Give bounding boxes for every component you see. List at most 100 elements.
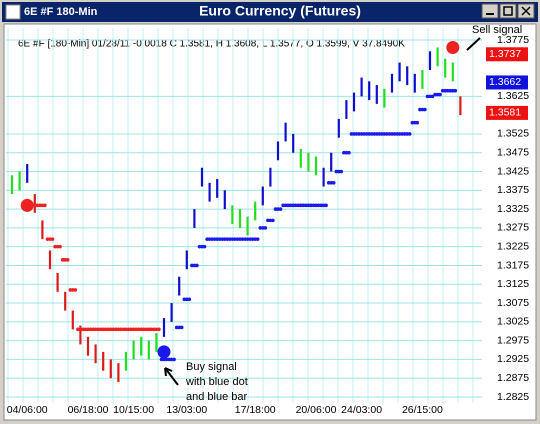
stop-dot xyxy=(352,132,356,136)
stop-dot xyxy=(342,150,346,155)
stop-dot xyxy=(276,207,280,211)
stop-dot xyxy=(220,237,225,241)
stop-dot xyxy=(420,107,425,112)
stop-dot xyxy=(35,203,40,208)
window-icon xyxy=(5,4,21,20)
stop-dot xyxy=(225,237,230,241)
stop-dot xyxy=(235,237,240,241)
stop-dot xyxy=(215,237,219,241)
stop-dot xyxy=(116,327,121,332)
y-tick-label: 1.3325 xyxy=(497,203,529,215)
stop-dot xyxy=(293,203,298,208)
x-tick-label: 10/15:00 xyxy=(113,404,154,416)
stop-dot xyxy=(152,327,156,332)
y-tick-label: 1.3125 xyxy=(497,278,529,290)
stop-dot xyxy=(60,258,65,262)
price-tag-label: 1.3581 xyxy=(489,107,521,119)
signal-dot xyxy=(446,41,460,55)
stop-dot xyxy=(281,203,285,208)
signal-dot xyxy=(20,198,34,212)
stop-dot xyxy=(423,107,427,112)
stop-dot xyxy=(392,132,397,136)
stop-dot xyxy=(311,203,316,208)
price-tag xyxy=(486,105,528,120)
stop-dot xyxy=(86,327,90,332)
stop-dot xyxy=(88,327,93,332)
maximize-button[interactable] xyxy=(499,3,517,19)
price-tag-label: 1.3737 xyxy=(489,48,521,60)
stop-dot xyxy=(435,92,440,97)
stop-dot xyxy=(451,88,455,93)
x-tick-label: 06/18:00 xyxy=(68,404,109,416)
stop-dot xyxy=(362,132,366,136)
stop-dot xyxy=(385,132,389,136)
x-tick-label: 24/03:00 xyxy=(341,404,382,416)
x-tick-label: 20/06:00 xyxy=(296,404,337,416)
stop-dot xyxy=(126,327,131,332)
stop-dot xyxy=(240,237,245,241)
stop-dot xyxy=(217,237,222,241)
y-tick-label: 1.3775 xyxy=(497,34,529,46)
price-tag-label: 1.3662 xyxy=(489,76,521,88)
stop-dot xyxy=(261,226,265,230)
stop-dot xyxy=(301,203,306,208)
stop-dot xyxy=(445,88,450,93)
stop-dot xyxy=(324,203,328,208)
stop-dot xyxy=(63,258,67,262)
stop-dot xyxy=(33,203,37,208)
stop-dot xyxy=(182,297,187,302)
stop-dot xyxy=(58,244,62,249)
stop-dot xyxy=(174,325,179,330)
stop-dot xyxy=(73,288,78,292)
stop-dot xyxy=(230,237,235,241)
y-tick-label: 1.3275 xyxy=(497,222,529,234)
stop-dot xyxy=(377,132,382,136)
y-tick-label: 1.3625 xyxy=(497,90,529,102)
annotation: and blue bar xyxy=(186,391,247,403)
stop-dot xyxy=(149,327,154,332)
stop-dot xyxy=(359,132,364,136)
stop-dot xyxy=(190,263,194,268)
minimize-button[interactable] xyxy=(481,3,499,19)
stop-dot xyxy=(266,218,270,223)
stop-dot xyxy=(144,327,149,332)
stop-dot xyxy=(129,327,133,332)
stop-dot xyxy=(233,237,237,241)
stop-dot xyxy=(212,237,217,241)
stop-dot xyxy=(331,181,336,185)
y-tick-label: 1.3025 xyxy=(497,316,529,328)
price-tag xyxy=(486,75,528,90)
stop-dot xyxy=(430,94,435,99)
stop-dot xyxy=(344,150,349,155)
stop-dot xyxy=(185,297,189,302)
stop-dot xyxy=(296,203,301,208)
stop-dot xyxy=(438,92,442,97)
stop-dot xyxy=(425,94,430,99)
stop-dot xyxy=(380,132,384,136)
window-buttons[interactable] xyxy=(481,3,535,19)
stop-dot xyxy=(48,237,52,241)
stop-dot xyxy=(109,327,113,332)
stop-dot xyxy=(299,203,303,208)
stop-dot xyxy=(207,237,212,241)
stop-dot xyxy=(418,107,422,112)
x-tick-label: 13/03:00 xyxy=(166,404,207,416)
stop-dot xyxy=(326,181,331,185)
stop-dot xyxy=(238,237,242,241)
stop-dot xyxy=(321,203,326,208)
arrow xyxy=(466,37,481,51)
stop-dot xyxy=(405,132,410,136)
stop-dot xyxy=(440,88,445,93)
stop-dot xyxy=(141,327,146,332)
stop-dot xyxy=(139,327,143,332)
stop-dot xyxy=(372,132,377,136)
window-title: 6E #F 180-Min xyxy=(24,6,98,18)
stop-dot xyxy=(387,132,392,136)
stop-dot xyxy=(413,120,417,125)
stop-dot xyxy=(68,288,73,292)
price-tag xyxy=(486,47,528,62)
stop-dot xyxy=(65,258,70,262)
stop-dot xyxy=(304,203,308,208)
annotation: Buy signal xyxy=(186,361,237,373)
